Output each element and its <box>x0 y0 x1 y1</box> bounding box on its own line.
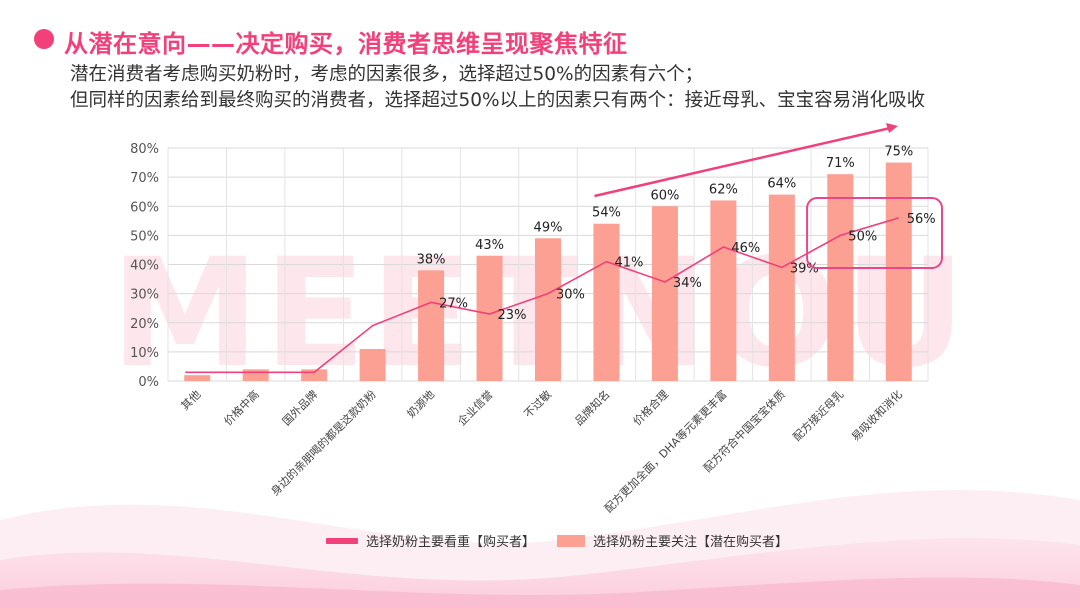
legend-bar-swatch <box>557 534 586 547</box>
bar-data-label: 54% <box>592 206 621 221</box>
legend-item-buyers: 选择奶粉主要看重【购买者】 <box>326 531 535 550</box>
bar-data-label: 71% <box>826 156 855 171</box>
line-data-label: 41% <box>614 256 643 271</box>
bar-data-label: 75% <box>884 145 913 160</box>
page-title: 从潜在意向——决定购买，消费者思维呈现聚焦特征 <box>64 30 628 58</box>
y-tick-label: 30% <box>130 288 159 303</box>
bar-data-label: 49% <box>534 220 563 235</box>
bar <box>710 200 737 381</box>
line-data-label: 23% <box>498 308 527 323</box>
legend-label-potential: 选择奶粉主要关注【潜在购买者】 <box>593 535 789 550</box>
bar <box>476 255 503 381</box>
y-tick-label: 10% <box>130 346 159 361</box>
bar-data-label: 64% <box>767 177 796 192</box>
y-tick-label: 0% <box>138 375 159 390</box>
bar <box>418 270 445 381</box>
legend-label-buyers: 选择奶粉主要看重【购买者】 <box>366 535 536 550</box>
y-tick-label: 50% <box>130 229 159 244</box>
chart-legend: 选择奶粉主要看重【购买者】 选择奶粉主要关注【潜在购买者】 <box>326 531 810 550</box>
bar <box>885 162 912 381</box>
bar <box>359 348 386 381</box>
bar-data-label: 43% <box>475 238 504 253</box>
highlight-box <box>806 197 943 269</box>
y-tick-label: 70% <box>130 171 159 186</box>
y-tick-label: 80% <box>130 142 159 157</box>
subtitle-line-2: 但同样的因素给到最终购买的消费者，选择超过50%以上的因素只有两个：接近母乳、宝… <box>70 90 926 111</box>
title-bullet-icon <box>34 29 54 49</box>
bar <box>535 238 561 381</box>
bar-data-label: 62% <box>709 182 738 197</box>
legend-item-potential: 选择奶粉主要关注【潜在购买者】 <box>557 531 788 550</box>
bar <box>301 369 328 381</box>
bar <box>242 369 269 381</box>
line-data-label: 27% <box>439 296 468 311</box>
bar <box>768 194 795 381</box>
bar <box>184 375 211 381</box>
y-tick-label: 20% <box>130 317 159 332</box>
line-data-label: 30% <box>556 288 585 303</box>
line-data-label: 50% <box>848 229 877 244</box>
bar-data-label: 60% <box>650 188 679 203</box>
legend-line-swatch <box>326 537 358 544</box>
trend-arrow-line <box>594 126 893 198</box>
trend-arrow-head <box>886 123 898 133</box>
x-tick-label: 配方更加全面，DHA等元素更丰富 <box>601 387 729 515</box>
bar <box>827 174 854 381</box>
y-tick-label: 60% <box>130 200 159 215</box>
bar <box>651 206 678 381</box>
line-data-label: 34% <box>673 276 702 291</box>
bar <box>593 223 620 381</box>
page-subtitle: 潜在消费者考虑购买奶粉时，考虑的因素很多，选择超过50%的因素有六个； 但同样的… <box>70 62 925 114</box>
y-tick-label: 40% <box>130 259 159 274</box>
line-data-label: 39% <box>790 261 819 276</box>
x-tick-label: 身边的亲朋喝的都是这款奶粉 <box>268 387 379 498</box>
line-series <box>185 217 899 374</box>
line-data-label: 46% <box>731 241 760 256</box>
subtitle-line-1: 潜在消费者考虑购买奶粉时，考虑的因素很多，选择超过50%的因素有六个； <box>70 64 704 85</box>
bar-data-label: 38% <box>417 252 446 267</box>
line-data-label: 56% <box>907 212 936 227</box>
